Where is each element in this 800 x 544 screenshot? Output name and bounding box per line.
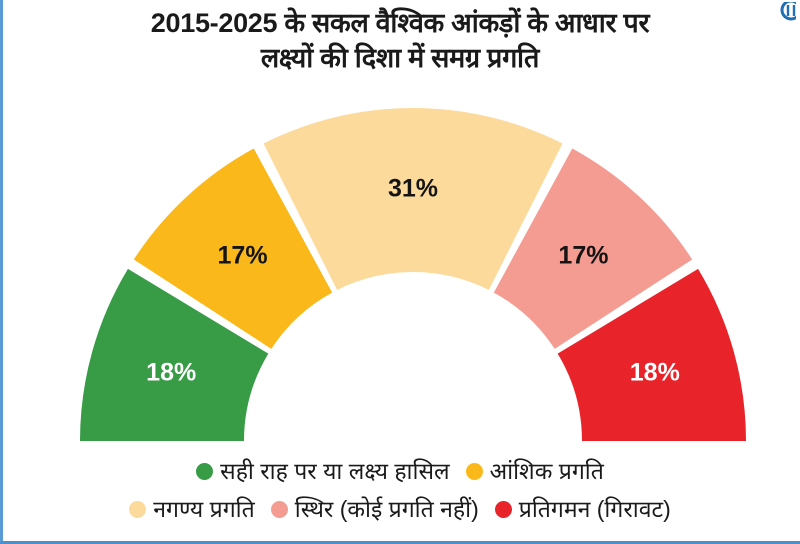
half-donut-chart: 18% 17% 31% 17% 18%: [0, 96, 800, 448]
chart-legend: सही राह पर या लक्ष्य हासिल आंशिक प्रगति न…: [0, 452, 800, 528]
legend-item[interactable]: स्थिर (कोई प्रगति नहीं): [270, 495, 479, 522]
slice-value-label: 18%: [630, 358, 680, 386]
legend-item-label: आंशिक प्रगति: [489, 457, 604, 484]
pie-slice[interactable]: [493, 148, 693, 349]
legend-item[interactable]: नगण्य प्रगति: [129, 495, 255, 522]
pie-slice[interactable]: [80, 268, 269, 441]
slice-value-label: 17%: [218, 241, 268, 269]
legend-color-swatch-icon: [494, 500, 512, 518]
legend-item[interactable]: सही राह पर या लक्ष्य हासिल: [196, 457, 450, 484]
left-edge-rule: [0, 0, 3, 544]
legend-item-label: प्रतिगमन (गिरावट): [518, 495, 671, 522]
legend-item[interactable]: आंशिक प्रगति: [465, 457, 604, 484]
chart-title-line-1: 2015-2025 के सकल वैश्विक आंकड़ों के आधार…: [150, 8, 650, 38]
slice-value-label: 17%: [558, 241, 608, 269]
pie-slice[interactable]: [263, 108, 563, 290]
legend-row-2: नगण्य प्रगति स्थिर (कोई प्रगति नहीं) प्रति…: [0, 490, 800, 528]
chart-title-line-2: लक्ष्यों की दिशा में समग्र प्रगति: [260, 43, 540, 74]
legend-color-swatch-icon: [129, 500, 147, 518]
legend-item-label: नगण्य प्रगति: [153, 495, 255, 522]
slice-value-label: 18%: [146, 358, 196, 386]
legend-item-label: सही राह पर या लक्ष्य हासिल: [220, 457, 450, 484]
pie-slice[interactable]: [133, 148, 333, 349]
legend-item[interactable]: प्रतिगमन (गिरावट): [494, 495, 671, 522]
pie-slice[interactable]: [557, 268, 746, 441]
legend-color-swatch-icon: [270, 500, 288, 518]
slice-label-group: 18% 17% 31% 17% 18%: [146, 175, 680, 387]
publisher-logo-icon: [774, 2, 796, 36]
half-donut-svg: 18% 17% 31% 17% 18%: [80, 108, 746, 441]
legend-color-swatch-icon: [465, 462, 483, 480]
slice-value-label: 31%: [388, 175, 438, 203]
legend-item-label: स्थिर (कोई प्रगति नहीं): [294, 495, 479, 522]
bottom-edge-rule: [0, 541, 800, 544]
legend-row-1: सही राह पर या लक्ष्य हासिल आंशिक प्रगति: [0, 452, 800, 490]
legend-color-swatch-icon: [196, 462, 214, 480]
slice-group: [80, 108, 746, 441]
chart-title: 2015-2025 के सकल वैश्विक आंकड़ों के आधार…: [40, 6, 760, 76]
